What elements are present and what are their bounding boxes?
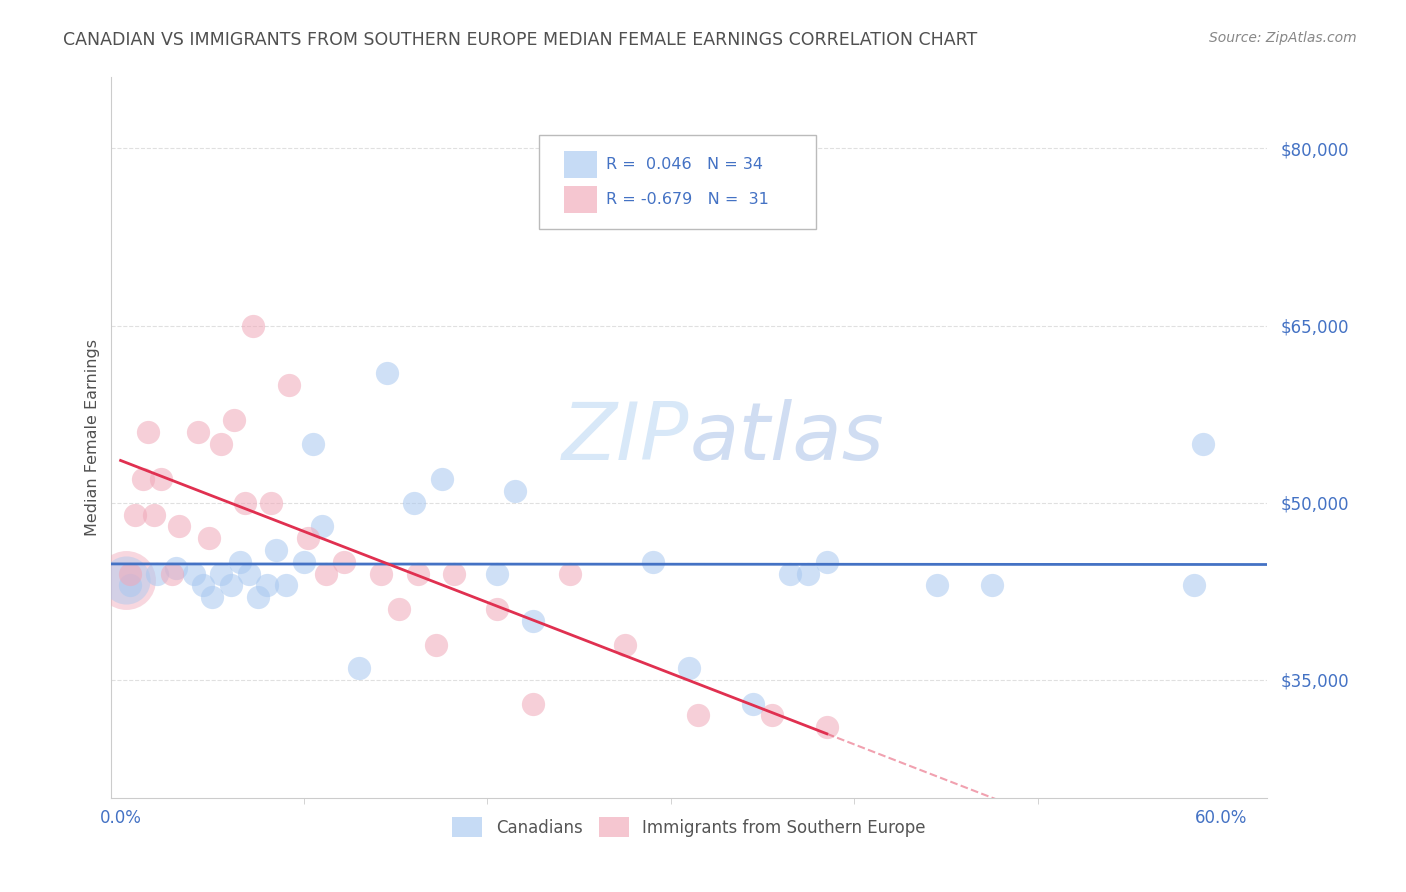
- Point: [333, 555, 356, 569]
- Point: [183, 566, 205, 581]
- Point: [142, 508, 165, 522]
- Point: [187, 425, 209, 439]
- Point: [292, 555, 315, 569]
- Point: [115, 573, 138, 587]
- Point: [815, 720, 838, 734]
- Point: [779, 566, 801, 581]
- Text: CANADIAN VS IMMIGRANTS FROM SOUTHERN EUROPE MEDIAN FEMALE EARNINGS CORRELATION C: CANADIAN VS IMMIGRANTS FROM SOUTHERN EUR…: [63, 31, 977, 49]
- Point: [370, 566, 392, 581]
- Point: [124, 508, 146, 522]
- Point: [503, 483, 526, 498]
- Point: [131, 472, 153, 486]
- Point: [1191, 436, 1213, 450]
- Point: [160, 566, 183, 581]
- Point: [224, 413, 246, 427]
- Text: atlas: atlas: [689, 399, 884, 477]
- Text: ZIP: ZIP: [562, 399, 689, 477]
- Point: [118, 566, 141, 581]
- Point: [169, 519, 191, 533]
- Point: [485, 602, 508, 616]
- Point: [315, 566, 337, 581]
- Legend: Canadians, Immigrants from Southern Europe: Canadians, Immigrants from Southern Euro…: [446, 810, 932, 844]
- Point: [430, 472, 453, 486]
- Point: [443, 566, 465, 581]
- Point: [485, 566, 508, 581]
- Point: [146, 566, 169, 581]
- Point: [742, 697, 765, 711]
- Point: [165, 560, 187, 574]
- Point: [274, 578, 297, 592]
- Point: [406, 566, 429, 581]
- Point: [229, 555, 252, 569]
- Point: [522, 614, 544, 628]
- Point: [242, 318, 264, 333]
- Point: [266, 543, 288, 558]
- Point: [761, 708, 783, 723]
- Point: [219, 578, 242, 592]
- Text: Source: ZipAtlas.com: Source: ZipAtlas.com: [1209, 31, 1357, 45]
- Point: [311, 519, 333, 533]
- Point: [641, 555, 664, 569]
- Point: [201, 591, 224, 605]
- Point: [797, 566, 820, 581]
- Point: [402, 496, 425, 510]
- Point: [211, 566, 233, 581]
- Point: [211, 436, 233, 450]
- FancyBboxPatch shape: [564, 151, 596, 178]
- Point: [522, 697, 544, 711]
- Point: [247, 591, 270, 605]
- Point: [925, 578, 948, 592]
- Point: [302, 436, 325, 450]
- Point: [375, 366, 398, 380]
- Point: [256, 578, 278, 592]
- Point: [297, 531, 319, 545]
- Point: [558, 566, 581, 581]
- Point: [1182, 578, 1205, 592]
- Point: [388, 602, 411, 616]
- Point: [233, 496, 256, 510]
- Point: [260, 496, 283, 510]
- Point: [425, 638, 447, 652]
- Point: [238, 566, 260, 581]
- Point: [197, 531, 219, 545]
- Point: [347, 661, 370, 675]
- Text: R = -0.679   N =  31: R = -0.679 N = 31: [606, 192, 769, 207]
- Point: [815, 555, 838, 569]
- FancyBboxPatch shape: [564, 186, 596, 213]
- Point: [149, 472, 172, 486]
- Point: [118, 578, 141, 592]
- Y-axis label: Median Female Earnings: Median Female Earnings: [86, 339, 100, 536]
- Point: [191, 578, 214, 592]
- Point: [678, 661, 700, 675]
- Point: [980, 578, 1002, 592]
- Point: [136, 425, 159, 439]
- Text: R =  0.046   N = 34: R = 0.046 N = 34: [606, 157, 763, 172]
- Point: [278, 377, 301, 392]
- Point: [614, 638, 637, 652]
- Point: [688, 708, 710, 723]
- FancyBboxPatch shape: [538, 135, 817, 228]
- Point: [115, 573, 138, 587]
